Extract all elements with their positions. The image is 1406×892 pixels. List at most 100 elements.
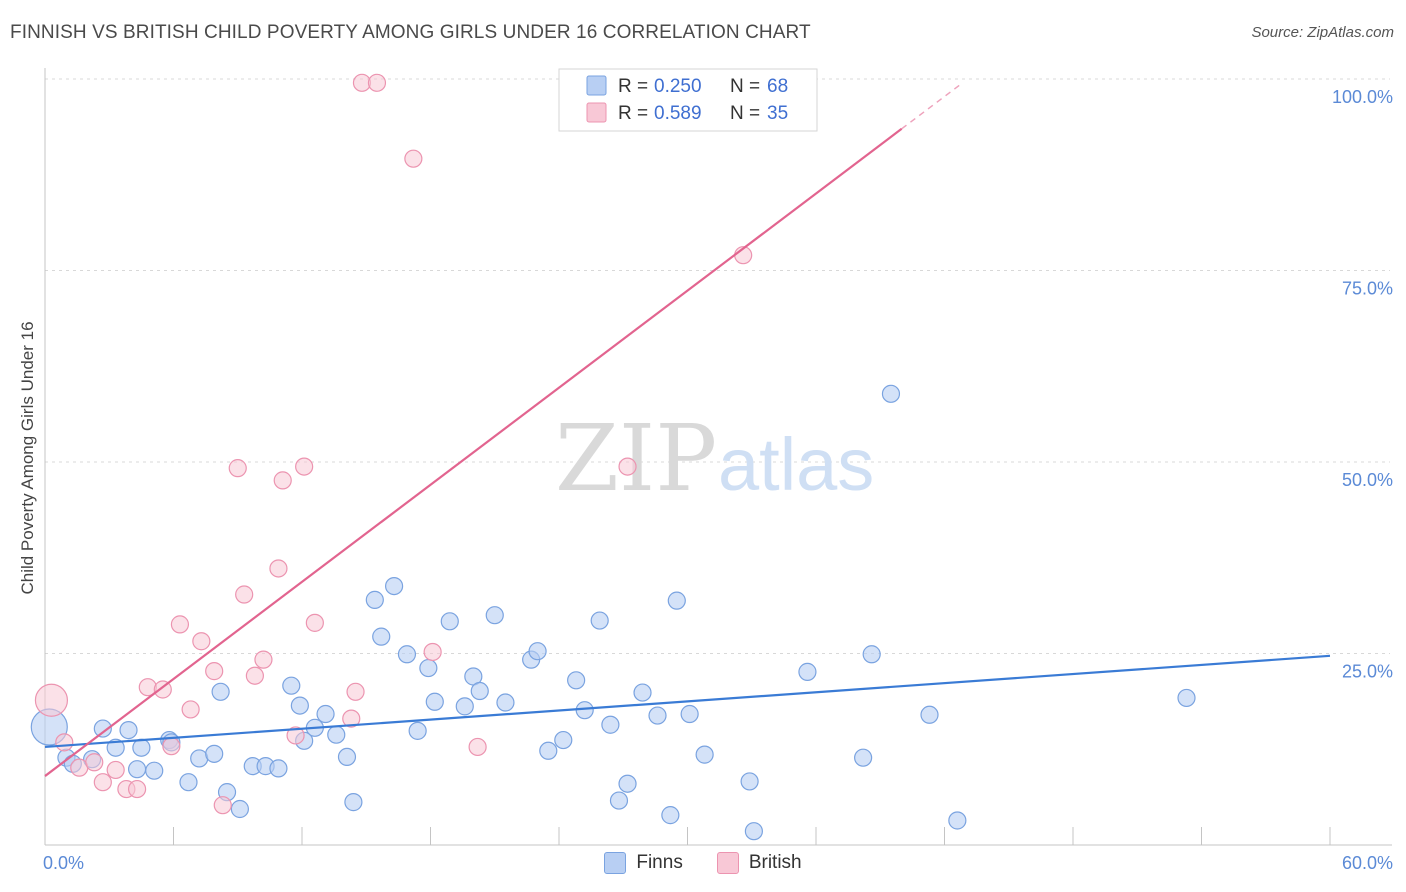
- british-point: [305, 613, 324, 632]
- finns-point: [205, 744, 224, 763]
- y-tick-label-3: 100.0%: [1332, 87, 1393, 107]
- british-trend-extension: [901, 82, 963, 130]
- finns-point: [618, 774, 637, 793]
- finns-point: [1177, 688, 1196, 708]
- finns-point: [145, 761, 164, 780]
- british-point: [235, 585, 254, 604]
- legend-r-value-british: 0.589: [654, 103, 702, 124]
- finns-point: [179, 773, 198, 792]
- legend-item-british: British: [716, 852, 802, 874]
- finns-point: [798, 662, 817, 681]
- legend-n-value-finns: 68: [767, 76, 788, 97]
- finns-point: [127, 760, 147, 779]
- x-tick-labels: 0.0% 60.0%: [43, 853, 1393, 873]
- finns-point: [854, 748, 873, 767]
- finns-point: [648, 706, 667, 725]
- british-point: [342, 709, 361, 728]
- finns-point: [408, 721, 427, 740]
- watermark-zip: ZIP: [555, 405, 717, 512]
- british-point: [34, 683, 69, 717]
- finns-point: [881, 384, 901, 403]
- finns-point: [744, 822, 763, 841]
- finns-point: [661, 806, 680, 825]
- finns-point: [455, 697, 474, 716]
- british-point: [213, 796, 232, 815]
- finns-point: [567, 671, 586, 690]
- y-tick-labels: 25.0% 50.0% 75.0% 100.0%: [1332, 87, 1393, 682]
- british-point: [273, 471, 292, 490]
- chart-title: FINNISH VS BRITISH CHILD POVERTY AMONG G…: [10, 22, 811, 43]
- finns-point: [282, 676, 301, 695]
- finns-point: [485, 606, 504, 625]
- british-trend-line: [44, 127, 903, 777]
- british-point: [254, 650, 273, 669]
- watermark: ZIP atlas: [555, 405, 874, 512]
- finns-point: [211, 682, 230, 701]
- finns-point: [93, 719, 112, 738]
- finns-point: [862, 645, 881, 664]
- finns-point: [269, 759, 288, 778]
- finns-point: [372, 627, 391, 646]
- finns-point: [948, 811, 967, 830]
- finns-point: [119, 720, 138, 740]
- british-point: [468, 737, 487, 757]
- british-point: [618, 457, 637, 476]
- finns-point: [440, 612, 459, 631]
- legend-n-label-british: N =: [730, 103, 760, 124]
- x-tick-label-max: 60.0%: [1342, 853, 1393, 873]
- finns-point: [920, 705, 939, 724]
- british-point: [346, 682, 365, 701]
- british-point: [404, 149, 423, 168]
- british-point: [127, 779, 147, 799]
- british-point: [423, 642, 442, 662]
- finns-point: [230, 799, 249, 819]
- source-label: Source: ZipAtlas.com: [1251, 24, 1394, 41]
- correlation-legend: R = 0.250 N = 68 R = 0.589 N = 35: [558, 68, 818, 132]
- british-point: [162, 737, 181, 756]
- british-point: [192, 632, 211, 651]
- finns-point: [327, 725, 346, 744]
- british-point: [181, 700, 200, 719]
- finns-point: [470, 681, 489, 701]
- finns-point: [290, 696, 309, 715]
- finns-point: [680, 704, 699, 724]
- legend-swatch-finns-bottom: [604, 852, 627, 874]
- legend-n-label-finns: N =: [730, 76, 760, 97]
- finns-point: [633, 683, 652, 702]
- british-point: [228, 459, 247, 478]
- finns-point: [496, 693, 515, 712]
- finns-point: [316, 704, 335, 724]
- legend-label-finns: Finns: [636, 852, 683, 873]
- y-tick-label-2: 75.0%: [1342, 279, 1393, 299]
- british-point: [245, 666, 264, 685]
- grid-lines: [45, 78, 1390, 654]
- british-points: [34, 73, 753, 815]
- trend-lines: [44, 82, 1331, 777]
- legend-item-finns: Finns: [604, 852, 683, 874]
- finns-point: [419, 658, 438, 678]
- y-tick-label-0: 25.0%: [1342, 662, 1393, 682]
- british-point: [170, 615, 190, 634]
- finns-point: [425, 692, 444, 711]
- watermark-atlas: atlas: [718, 423, 874, 506]
- british-point: [295, 457, 314, 476]
- finns-point: [695, 745, 714, 764]
- finns-point: [365, 590, 384, 609]
- british-point: [286, 726, 305, 745]
- british-point: [205, 662, 224, 681]
- legend-swatch-british-bottom: [716, 852, 739, 874]
- finns-point: [344, 793, 363, 812]
- legend-swatch-british: [586, 102, 607, 123]
- finns-point: [539, 741, 558, 760]
- british-point: [55, 733, 74, 752]
- finns-point: [384, 576, 404, 596]
- finns-trend-line: [44, 654, 1331, 749]
- legend-r-label-finns: R =: [618, 76, 648, 97]
- british-point: [93, 773, 112, 792]
- series-legend: Finns British: [0, 852, 1406, 874]
- finns-point: [740, 772, 759, 791]
- british-point: [153, 680, 172, 699]
- x-tick-label-min: 0.0%: [43, 853, 84, 873]
- finns-point: [106, 738, 125, 757]
